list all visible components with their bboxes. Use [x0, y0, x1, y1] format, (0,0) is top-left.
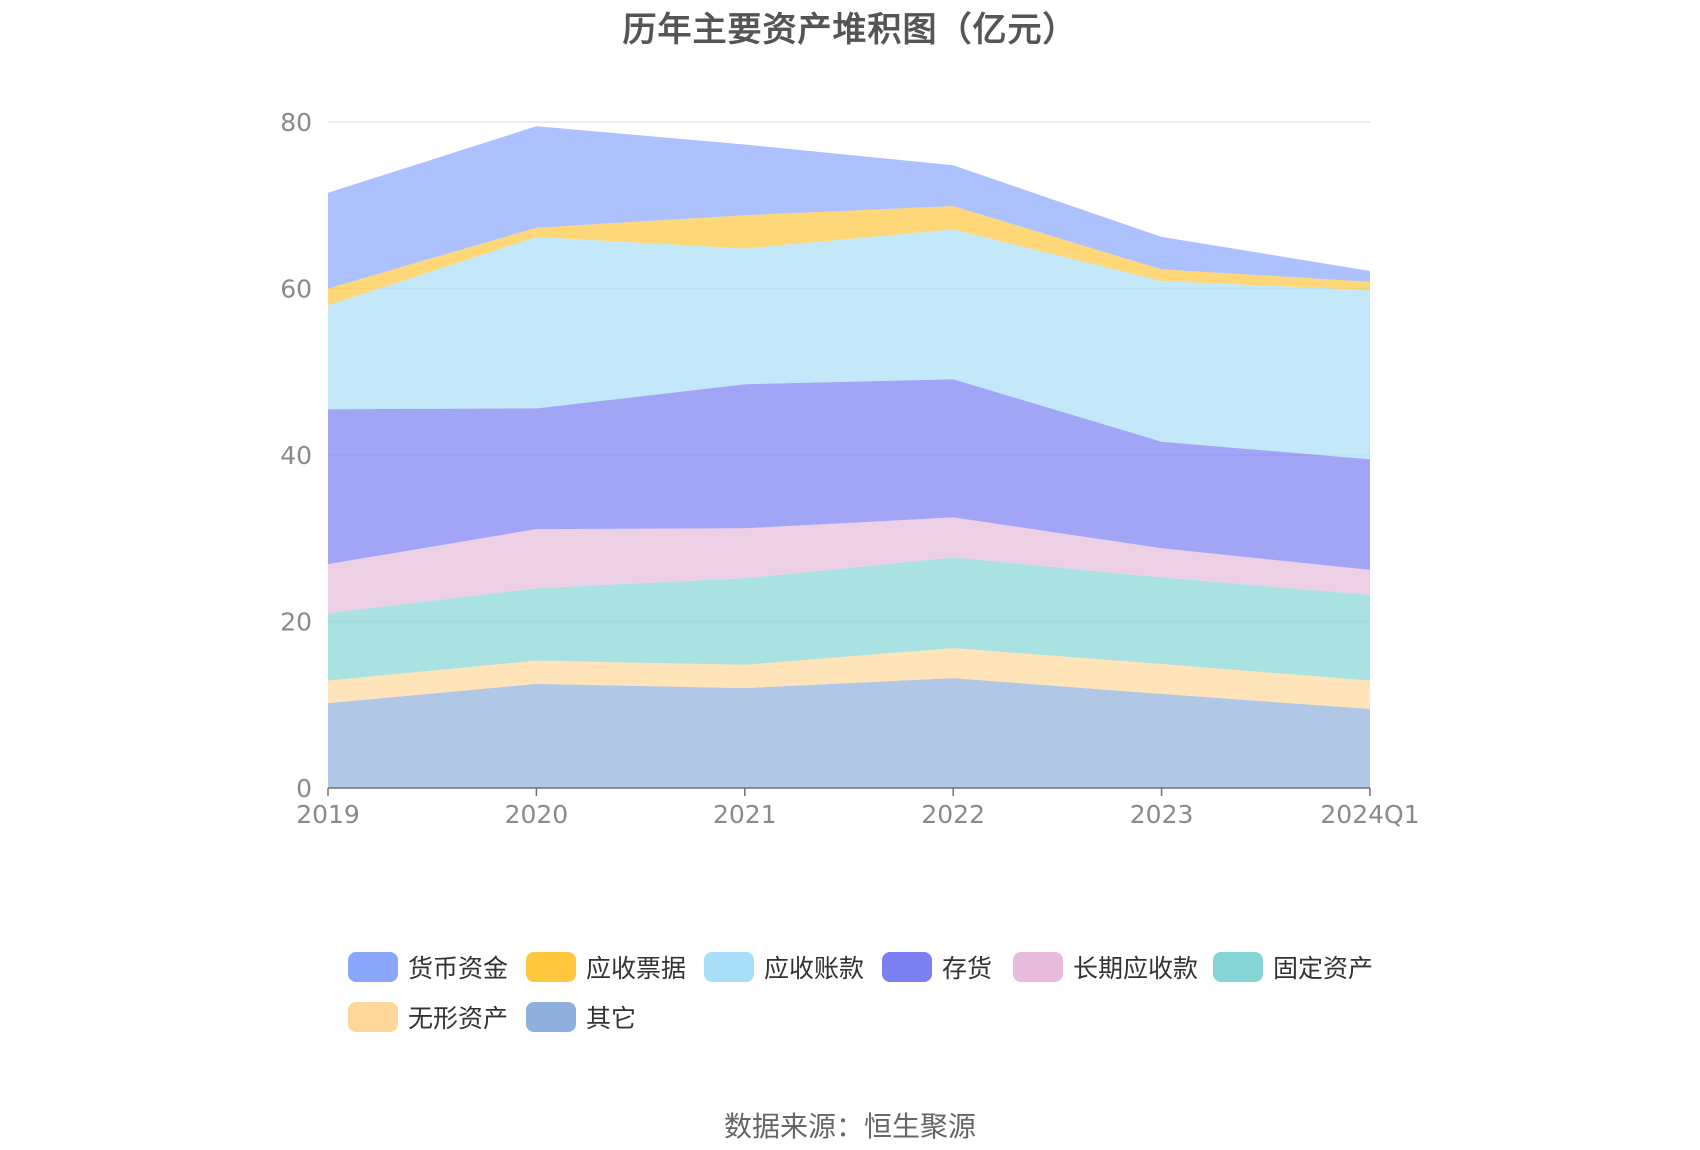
y-tick-label: 20	[280, 608, 312, 637]
area-series	[328, 126, 1370, 788]
legend-item[interactable]: 货币资金	[348, 950, 508, 984]
stacked-area-chart: 0 20 40 60 80 2019 2020 2021 2022 2023 2024Q1	[280, 108, 1419, 829]
x-tick-label: 2019	[296, 800, 360, 829]
legend-label: 长期应收款	[1073, 954, 1199, 983]
area-series-3[interactable]	[328, 517, 1370, 614]
y-tick-label: 80	[280, 108, 312, 137]
x-tick-label: 2020	[505, 800, 569, 829]
legend-item[interactable]: 存货	[882, 950, 992, 984]
legend-swatch	[526, 952, 576, 982]
legend-swatch	[348, 1002, 398, 1032]
y-tick-label: 60	[280, 275, 312, 304]
legend-item[interactable]: 无形资产	[348, 1000, 508, 1034]
legend-swatch	[882, 952, 932, 982]
legend-swatch	[348, 952, 398, 982]
legend-label: 无形资产	[408, 1004, 509, 1033]
legend-item[interactable]: 应收账款	[704, 950, 864, 984]
axes: 0 20 40 60 80 2019 2020 2021 2022 2023 2024Q1	[280, 108, 1419, 829]
legend-label: 固定资产	[1273, 954, 1374, 983]
legend-label: 应收票据	[586, 954, 687, 983]
area-series-0[interactable]	[328, 678, 1370, 788]
x-tick-label: 2022	[921, 800, 985, 829]
legend-swatch	[526, 1002, 576, 1032]
chart-title: 历年主要资产堆积图（亿元）	[622, 10, 1078, 50]
area-series-6[interactable]	[328, 206, 1370, 306]
y-tick-label: 0	[296, 774, 312, 803]
area-series-7[interactable]	[328, 126, 1370, 289]
area-series-1[interactable]	[328, 648, 1370, 709]
x-tick-label: 2023	[1130, 800, 1194, 829]
data-source-note: 数据来源：恒生聚源	[723, 1110, 976, 1143]
legend-label: 应收账款	[764, 954, 865, 983]
legend-swatch	[1013, 952, 1063, 982]
legend-item[interactable]: 长期应收款	[1013, 950, 1198, 984]
legend-item[interactable]: 应收票据	[526, 950, 686, 984]
legend-swatch	[704, 952, 754, 982]
legend-label: 其它	[586, 1004, 637, 1033]
area-series-2[interactable]	[328, 557, 1370, 681]
legend-item[interactable]: 其它	[526, 1000, 636, 1034]
legend-label: 存货	[942, 954, 993, 983]
legend-label: 货币资金	[408, 954, 509, 983]
area-series-4[interactable]	[328, 379, 1370, 570]
legend-swatch	[1213, 952, 1263, 982]
x-tick-label: 2024Q1	[1320, 800, 1419, 829]
y-tick-label: 40	[280, 441, 312, 470]
x-tick-label: 2021	[713, 800, 777, 829]
legend-item[interactable]: 固定资产	[1213, 950, 1373, 984]
area-series-5[interactable]	[328, 229, 1370, 460]
